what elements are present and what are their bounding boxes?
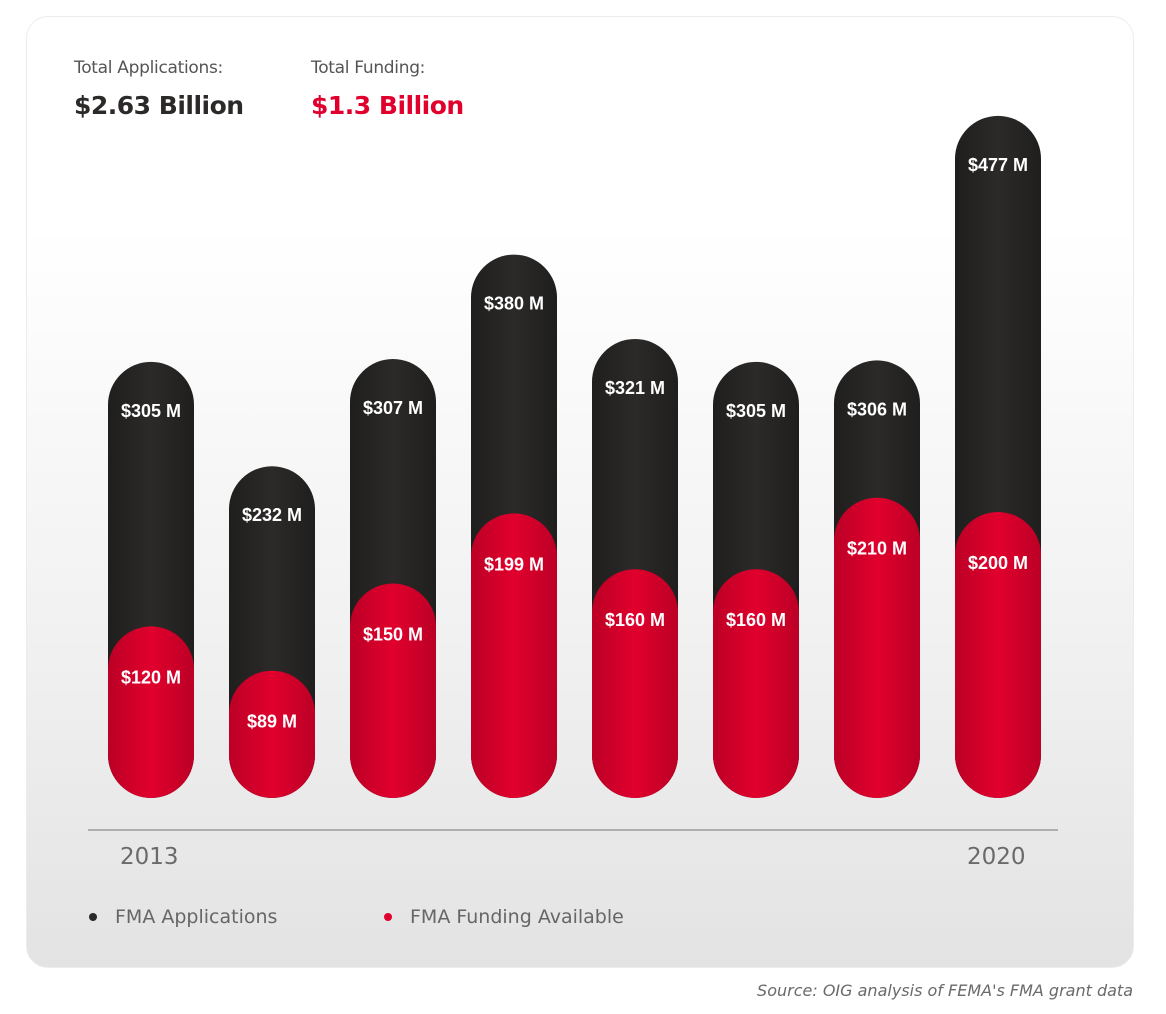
legend-dot-red: [384, 913, 392, 921]
data-label-funding-2018: $160 M: [726, 610, 786, 630]
data-label-applications-2014: $232 M: [242, 505, 302, 525]
total-funding-value: $1.3 Billion: [311, 91, 464, 120]
data-label-applications-2016: $380 M: [484, 294, 544, 314]
legend-label-applications: FMA Applications: [115, 906, 278, 928]
legend-item-funding: FMA Funding Available: [384, 906, 624, 928]
data-label-funding-2015: $150 M: [363, 625, 423, 645]
total-applications-value: $2.63 Billion: [74, 91, 244, 120]
bar-funding-shade-2018: [713, 569, 799, 798]
source-note: Source: OIG analysis of FEMA's FMA grant…: [757, 981, 1133, 1000]
data-label-applications-2019: $306 M: [847, 399, 907, 419]
data-label-funding-2016: $199 M: [484, 554, 544, 574]
bar-funding-shade-2017: [592, 569, 678, 798]
data-label-applications-2015: $307 M: [363, 398, 423, 418]
data-label-funding-2013: $120 M: [121, 667, 181, 687]
x-tick-first: 2013: [120, 844, 179, 870]
total-applications-label: Total Applications:: [74, 58, 223, 78]
data-label-applications-2018: $305 M: [726, 401, 786, 421]
bar-funding-shade-2020: [955, 512, 1041, 798]
bar-funding-shade-2016: [471, 513, 557, 798]
data-label-applications-2017: $321 M: [605, 378, 665, 398]
bar-funding-shade-2019: [834, 497, 920, 798]
total-funding-label: Total Funding:: [311, 58, 426, 78]
bar-funding-shade-2013: [108, 626, 194, 798]
legend-label-funding: FMA Funding Available: [410, 906, 624, 928]
x-tick-last: 2020: [967, 844, 1026, 870]
bar-funding-shade-2014: [229, 670, 315, 798]
data-label-applications-2013: $305 M: [121, 401, 181, 421]
legend-item-applications: FMA Applications: [89, 906, 277, 928]
data-label-applications-2020: $477 M: [968, 155, 1028, 175]
data-label-funding-2019: $210 M: [847, 539, 907, 559]
data-label-funding-2020: $200 M: [968, 553, 1028, 573]
legend-dot-dark: [89, 913, 97, 921]
data-label-funding-2014: $89 M: [247, 712, 297, 732]
data-label-funding-2017: $160 M: [605, 610, 665, 630]
bar-funding-shade-2015: [350, 583, 436, 798]
chart-card: [26, 16, 1134, 968]
